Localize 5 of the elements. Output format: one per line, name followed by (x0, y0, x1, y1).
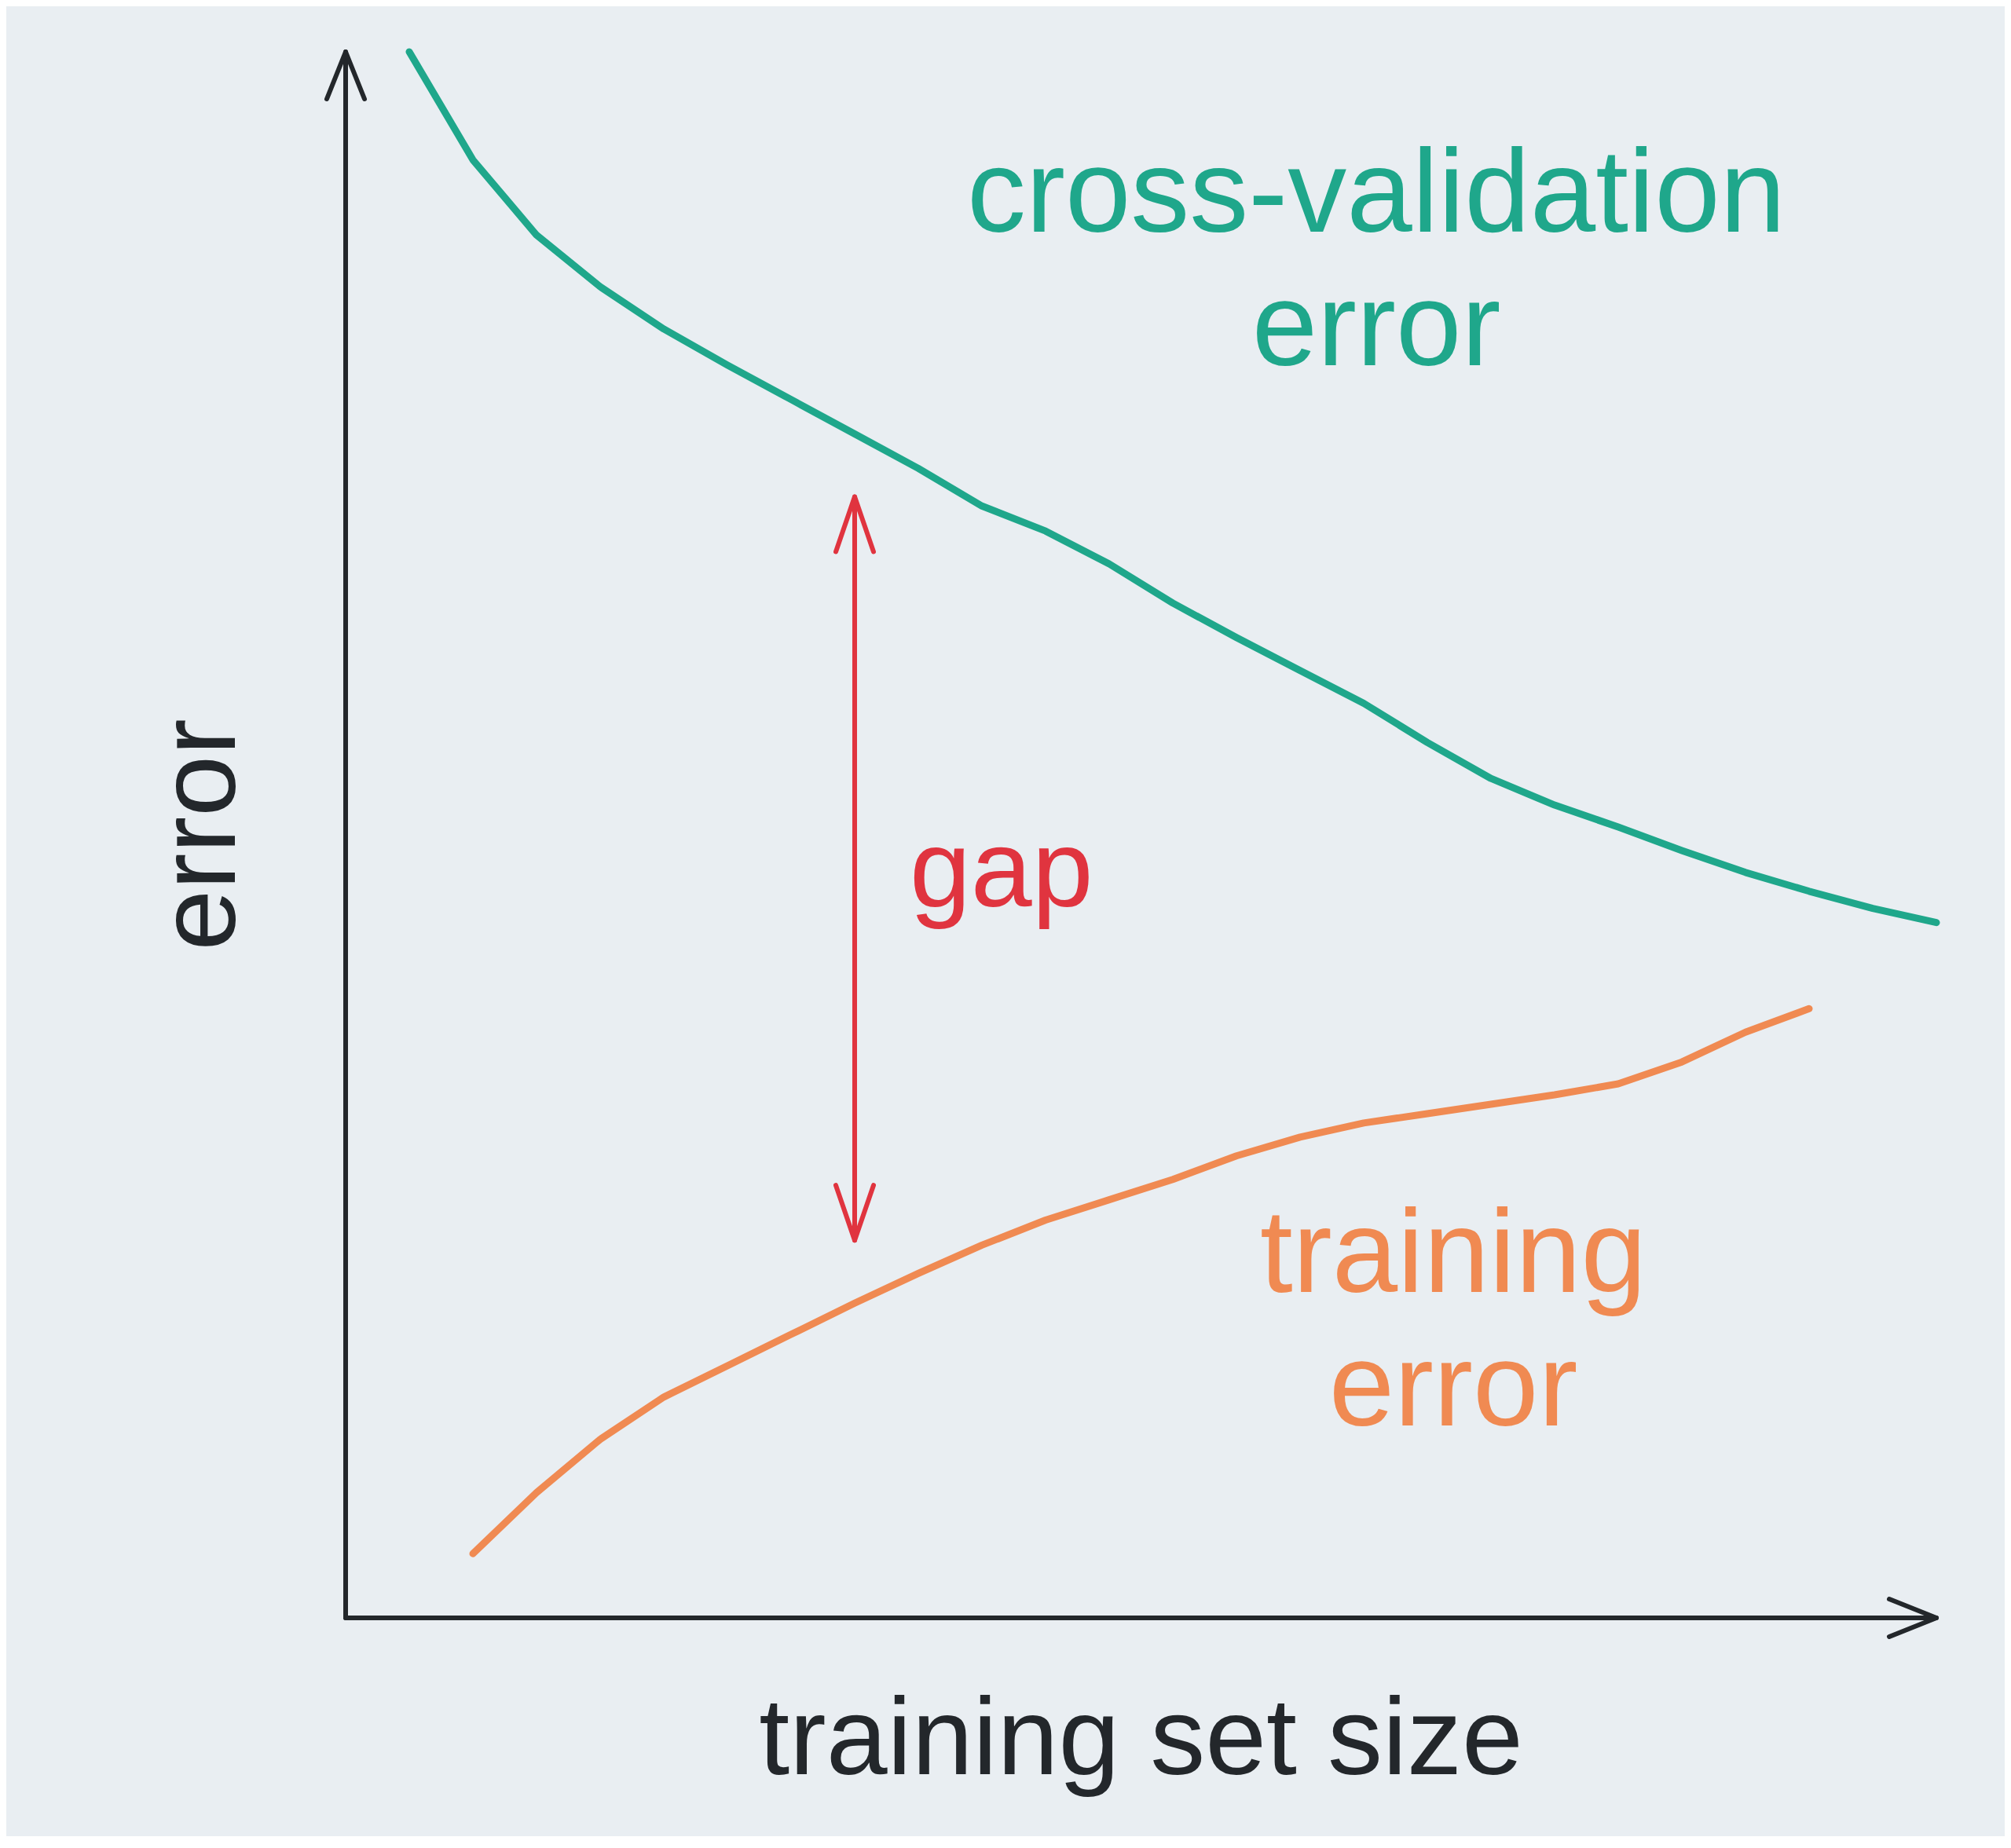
annotation: gap (910, 807, 1093, 931)
series-label: cross-validation error (965, 124, 1787, 391)
y-axis-title: error (134, 719, 258, 951)
series-label: training error (1259, 1184, 1647, 1451)
x-axis-title: training set size (759, 1674, 1523, 1798)
